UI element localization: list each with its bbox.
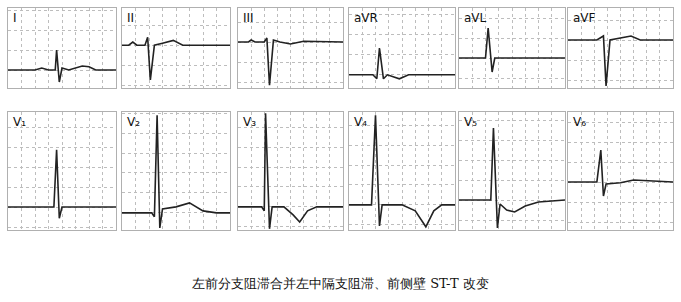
svg-text:aVF: aVF <box>573 11 596 25</box>
svg-text:V₄: V₄ <box>354 115 367 129</box>
svg-text:V₂: V₂ <box>127 115 140 129</box>
svg-text:V₆: V₆ <box>573 115 586 129</box>
svg-text:V₅: V₅ <box>464 115 477 129</box>
svg-text:I: I <box>13 11 17 25</box>
svg-text:aVL: aVL <box>464 11 487 25</box>
svg-text:V₃: V₃ <box>243 115 256 129</box>
svg-text:II: II <box>127 11 134 25</box>
svg-text:左前分支阻滞合并左中隔支阻滞、前侧壁 ST-T 改变: 左前分支阻滞合并左中隔支阻滞、前侧壁 ST-T 改变 <box>192 276 489 291</box>
svg-text:aVR: aVR <box>354 11 378 25</box>
svg-text:III: III <box>243 11 254 25</box>
svg-text:V₁: V₁ <box>13 115 26 129</box>
